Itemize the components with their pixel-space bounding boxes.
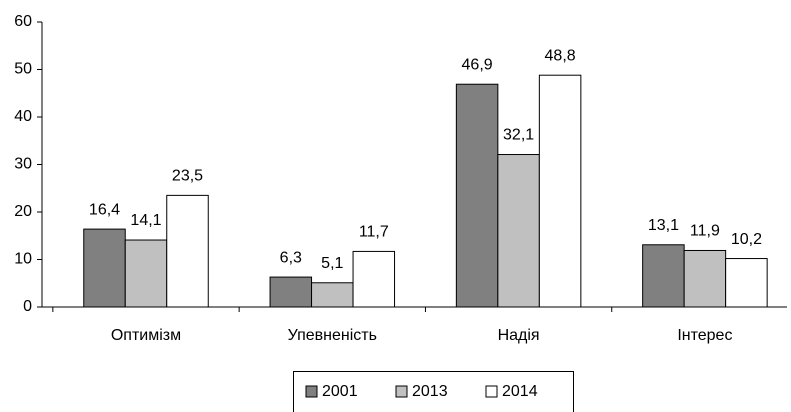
bar bbox=[642, 244, 685, 308]
y-tick-label: 10 bbox=[14, 251, 32, 268]
legend-swatch bbox=[395, 385, 408, 398]
value-label: 10,2 bbox=[731, 231, 762, 248]
y-tick-label: 40 bbox=[14, 108, 32, 125]
x-tick-label: Оптимізм bbox=[111, 327, 181, 344]
y-tick-label: 60 bbox=[14, 13, 32, 30]
y-tick-label: 30 bbox=[14, 156, 32, 173]
legend-swatch bbox=[305, 385, 318, 398]
value-label: 32,1 bbox=[503, 127, 534, 144]
bar bbox=[455, 83, 499, 308]
legend-box bbox=[293, 371, 574, 412]
bar bbox=[166, 194, 209, 308]
bar bbox=[311, 282, 354, 308]
bar bbox=[83, 228, 126, 308]
value-label: 11,7 bbox=[359, 224, 389, 241]
bar bbox=[269, 276, 313, 308]
x-tick-label: Упевненість bbox=[288, 327, 377, 344]
bar bbox=[124, 239, 168, 308]
value-label: 16,4 bbox=[89, 201, 120, 218]
x-tick-label: Надія bbox=[498, 327, 540, 344]
value-label: 23,5 bbox=[172, 168, 203, 185]
legend-label: 2013 bbox=[412, 383, 448, 400]
y-tick-label: 20 bbox=[14, 203, 32, 220]
value-label: 5,1 bbox=[321, 255, 343, 272]
value-label: 6,3 bbox=[280, 249, 302, 266]
value-label: 48,8 bbox=[545, 47, 576, 64]
value-label: 46,9 bbox=[462, 56, 493, 73]
bar bbox=[538, 74, 582, 308]
value-label: 11,9 bbox=[690, 223, 720, 240]
value-label: 13,1 bbox=[648, 217, 679, 234]
y-tick-label: 50 bbox=[14, 61, 32, 78]
bar bbox=[725, 258, 768, 308]
bar bbox=[497, 154, 540, 308]
legend-label: 2001 bbox=[322, 383, 358, 400]
bar bbox=[683, 249, 727, 308]
legend-swatch bbox=[485, 385, 498, 398]
legend-label: 2014 bbox=[502, 383, 538, 400]
x-tick-label: Інтерес bbox=[677, 327, 732, 344]
value-label: 14,1 bbox=[130, 212, 161, 229]
y-tick-label: 0 bbox=[23, 298, 32, 315]
bar bbox=[352, 250, 396, 308]
